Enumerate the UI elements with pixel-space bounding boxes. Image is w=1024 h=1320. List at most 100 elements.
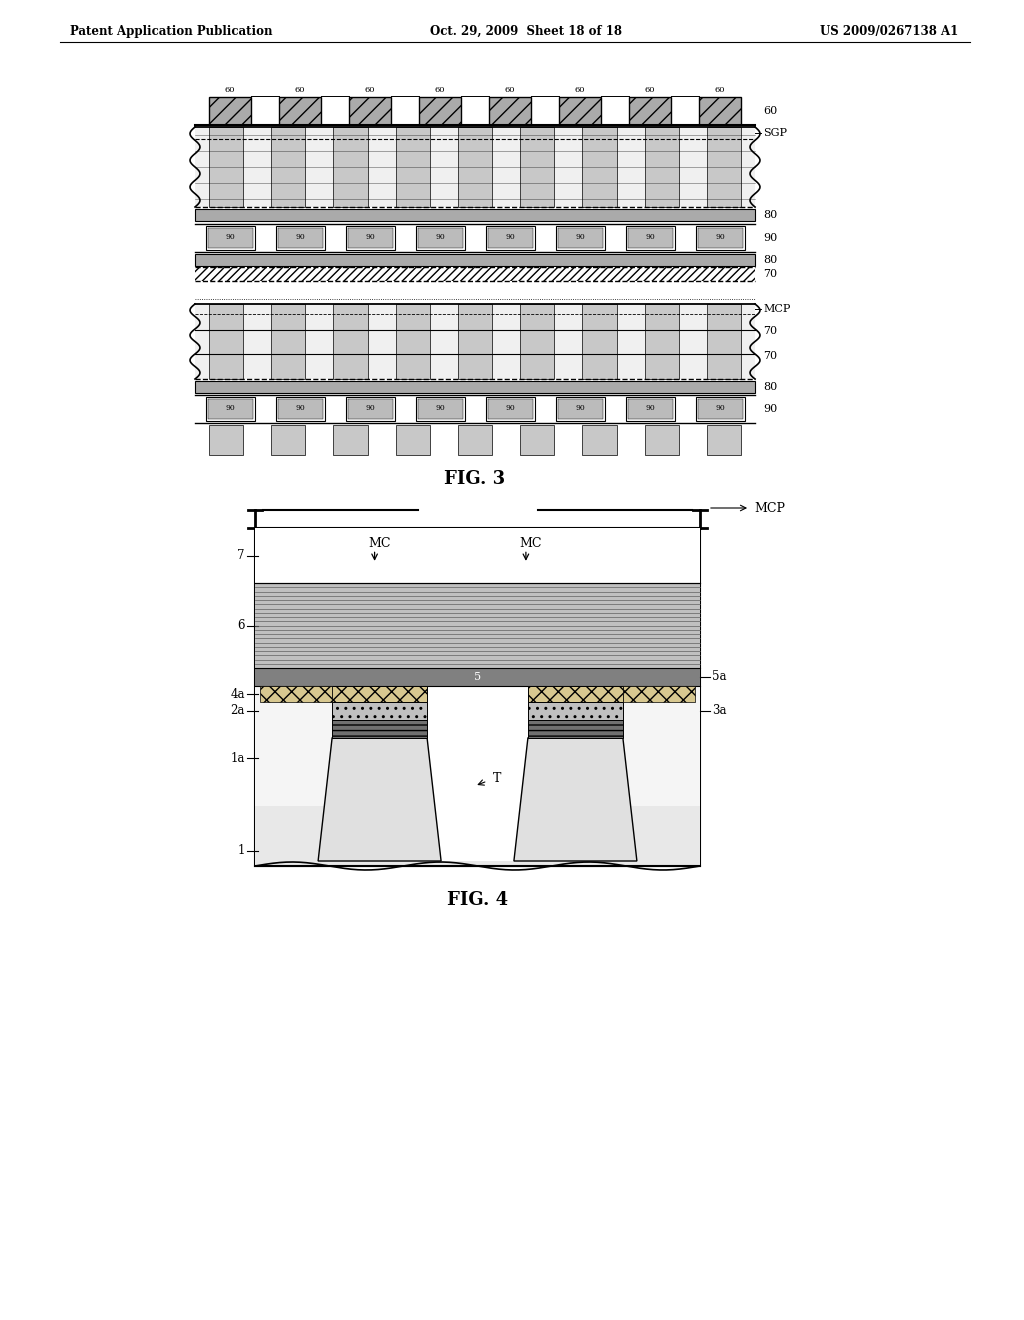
Bar — [278, 399, 323, 418]
Bar — [275, 397, 325, 421]
Bar — [195, 209, 755, 220]
Text: 90: 90 — [575, 234, 585, 242]
Bar — [279, 96, 321, 125]
Bar — [255, 528, 700, 866]
Bar — [419, 96, 461, 125]
Bar — [487, 228, 532, 248]
Bar — [206, 226, 255, 249]
Bar — [255, 668, 700, 686]
Bar — [557, 228, 602, 248]
Bar — [583, 304, 616, 379]
Text: FIG. 3: FIG. 3 — [444, 470, 506, 488]
Text: 90: 90 — [505, 234, 515, 242]
Bar — [644, 425, 679, 455]
Bar — [555, 226, 604, 249]
Bar — [707, 425, 741, 455]
Bar — [195, 304, 755, 379]
Bar — [209, 304, 244, 379]
Text: 2a: 2a — [230, 705, 245, 718]
Bar — [583, 425, 616, 455]
Bar — [416, 226, 465, 249]
Bar — [255, 686, 700, 866]
Text: FIG. 4: FIG. 4 — [446, 891, 508, 909]
Text: SGP: SGP — [763, 128, 787, 139]
Bar — [626, 397, 675, 421]
Bar — [195, 127, 755, 207]
Text: 1: 1 — [238, 845, 245, 858]
Bar — [347, 228, 392, 248]
Text: 90: 90 — [435, 234, 444, 242]
Bar — [418, 399, 463, 418]
Text: 90: 90 — [225, 404, 234, 412]
Text: 90: 90 — [715, 404, 725, 412]
Bar — [520, 425, 554, 455]
Text: 70: 70 — [763, 326, 777, 337]
Text: 90: 90 — [295, 404, 305, 412]
Text: MCP: MCP — [754, 502, 785, 515]
Bar — [395, 304, 430, 379]
Bar — [271, 425, 305, 455]
Bar — [209, 127, 244, 207]
Bar — [559, 96, 601, 125]
Bar — [332, 702, 427, 719]
Bar — [489, 96, 531, 125]
Text: 60: 60 — [574, 86, 586, 94]
Bar — [699, 96, 741, 125]
Bar — [458, 425, 493, 455]
Bar — [626, 226, 675, 249]
Bar — [395, 127, 430, 207]
Bar — [583, 127, 616, 207]
Text: 60: 60 — [505, 86, 515, 94]
Bar — [695, 397, 744, 421]
Polygon shape — [318, 738, 441, 861]
Text: 80: 80 — [763, 381, 777, 392]
Bar — [206, 397, 255, 421]
Text: 7: 7 — [238, 549, 245, 562]
Text: 90: 90 — [763, 234, 777, 243]
Bar — [275, 226, 325, 249]
Bar — [485, 226, 535, 249]
Text: 4a: 4a — [230, 688, 245, 701]
Bar — [332, 686, 427, 702]
Text: 6: 6 — [238, 619, 245, 632]
Bar — [644, 127, 679, 207]
Bar — [347, 399, 392, 418]
Bar — [255, 583, 700, 668]
Bar — [623, 686, 695, 702]
Bar — [418, 228, 463, 248]
Text: Patent Application Publication: Patent Application Publication — [70, 25, 272, 38]
Text: 1a: 1a — [230, 751, 245, 764]
Bar — [332, 719, 427, 738]
Bar — [416, 397, 465, 421]
Bar — [707, 304, 741, 379]
Text: Oct. 29, 2009  Sheet 18 of 18: Oct. 29, 2009 Sheet 18 of 18 — [430, 25, 622, 38]
Text: 60: 60 — [365, 86, 375, 94]
Text: US 2009/0267138 A1: US 2009/0267138 A1 — [820, 25, 958, 38]
Bar — [255, 528, 700, 583]
Bar — [209, 425, 244, 455]
Text: 70: 70 — [763, 269, 777, 279]
Bar — [334, 127, 368, 207]
Bar — [485, 397, 535, 421]
Bar — [195, 267, 755, 281]
Text: 60: 60 — [435, 86, 445, 94]
Text: 90: 90 — [366, 234, 375, 242]
Text: 90: 90 — [645, 234, 655, 242]
Bar — [520, 304, 554, 379]
Bar — [628, 399, 673, 418]
Bar — [528, 702, 623, 719]
Bar — [345, 397, 394, 421]
Bar — [349, 96, 391, 125]
Bar — [209, 96, 251, 125]
Bar — [697, 228, 742, 248]
Bar — [458, 304, 493, 379]
Text: 90: 90 — [435, 404, 444, 412]
Text: MC: MC — [519, 537, 542, 550]
Bar — [458, 127, 493, 207]
Bar — [195, 253, 755, 267]
Bar — [697, 399, 742, 418]
Polygon shape — [514, 738, 637, 861]
Text: MC: MC — [369, 537, 391, 550]
Bar — [707, 127, 741, 207]
Bar — [195, 381, 755, 393]
